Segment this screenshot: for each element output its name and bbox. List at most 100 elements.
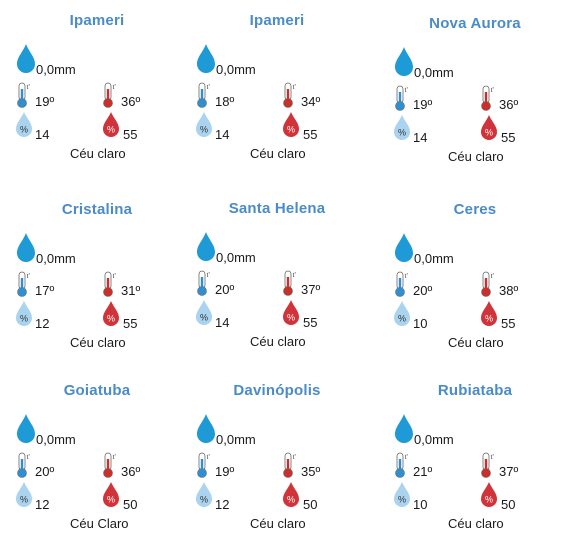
svg-text:t': t': [405, 453, 408, 461]
rain-amount: 0,0mm: [216, 250, 256, 265]
thermometer-cold-icon: t': [16, 271, 32, 297]
city-forecast-card: Ipameri 0,0mm t' 19º t' 36º % 14 % 55 Cé…: [16, 12, 182, 172]
thermometer-hot-icon: t': [282, 270, 298, 296]
temp-min: 18º: [215, 94, 235, 109]
humidity-min: 14: [215, 127, 230, 142]
temp-min: 19º: [413, 97, 433, 112]
humidity-min: 10: [413, 316, 428, 331]
svg-text:t': t': [293, 453, 296, 461]
humidity-max: 55: [123, 127, 138, 142]
city-name: Ipameri: [249, 12, 305, 29]
svg-text:t': t': [293, 271, 296, 279]
thermometer-cold-icon: t': [16, 82, 32, 108]
humidity-low-icon: %: [195, 112, 213, 138]
raindrop-icon: [196, 232, 216, 262]
humidity-min: 14: [413, 130, 428, 145]
svg-text:t': t': [27, 83, 30, 91]
svg-text:%: %: [287, 495, 295, 505]
thermometer-hot-icon: t': [480, 271, 496, 297]
humidity-low-icon: %: [15, 482, 33, 508]
temp-min: 21º: [413, 464, 433, 479]
svg-text:t': t': [405, 86, 408, 94]
sky-condition: Céu claro: [70, 146, 126, 161]
svg-text:t': t': [27, 272, 30, 280]
svg-text:%: %: [485, 128, 493, 138]
humidity-high-icon: %: [102, 482, 120, 508]
sky-condition: Céu claro: [250, 334, 306, 349]
svg-text:t': t': [491, 272, 494, 280]
thermometer-cold-icon: t': [196, 452, 212, 478]
raindrop-icon: [394, 233, 414, 263]
city-forecast-card: Nova Aurora 0,0mm t' 19º t' 36º % 14 % 5…: [394, 15, 560, 175]
temp-min: 20º: [215, 282, 235, 297]
humidity-high-icon: %: [282, 112, 300, 138]
thermometer-cold-icon: t': [394, 271, 410, 297]
humidity-min: 12: [35, 497, 50, 512]
temp-min: 19º: [35, 94, 55, 109]
svg-text:%: %: [20, 495, 28, 505]
thermometer-hot-icon: t': [282, 452, 298, 478]
svg-text:%: %: [398, 495, 406, 505]
thermometer-hot-icon: t': [102, 452, 118, 478]
thermometer-cold-icon: t': [196, 270, 212, 296]
raindrop-icon: [394, 47, 414, 77]
city-forecast-card: Rubiataba 0,0mm t' 21º t' 37º % 10 % 50 …: [394, 382, 560, 542]
humidity-max: 55: [123, 316, 138, 331]
thermometer-cold-icon: t': [196, 82, 212, 108]
svg-text:%: %: [20, 314, 28, 324]
svg-text:t': t': [113, 453, 116, 461]
sky-condition: Céu claro: [448, 516, 504, 531]
temp-max: 36º: [499, 97, 519, 112]
temp-min: 17º: [35, 283, 55, 298]
svg-text:%: %: [107, 314, 115, 324]
svg-text:%: %: [200, 125, 208, 135]
humidity-max: 55: [501, 130, 516, 145]
temp-min: 20º: [413, 283, 433, 298]
sky-condition: Céu claro: [448, 335, 504, 350]
svg-text:t': t': [27, 453, 30, 461]
svg-text:%: %: [107, 495, 115, 505]
humidity-high-icon: %: [480, 115, 498, 141]
svg-text:t': t': [293, 83, 296, 91]
sky-condition: Céu claro: [70, 335, 126, 350]
svg-text:%: %: [20, 125, 28, 135]
city-forecast-card: Santa Helena 0,0mm t' 20º t' 37º % 14 % …: [196, 200, 362, 360]
humidity-low-icon: %: [393, 482, 411, 508]
humidity-min: 12: [215, 497, 230, 512]
raindrop-icon: [394, 414, 414, 444]
rain-amount: 0,0mm: [414, 432, 454, 447]
sky-condition: Céu claro: [448, 149, 504, 164]
svg-text:%: %: [398, 314, 406, 324]
rain-amount: 0,0mm: [36, 62, 76, 77]
raindrop-icon: [16, 414, 36, 444]
thermometer-cold-icon: t': [16, 452, 32, 478]
city-forecast-card: Davinópolis 0,0mm t' 19º t' 35º % 12 % 5…: [196, 382, 362, 542]
sky-condition: Céu claro: [250, 146, 306, 161]
thermometer-hot-icon: t': [480, 85, 496, 111]
rain-amount: 0,0mm: [414, 65, 454, 80]
humidity-max: 55: [303, 315, 318, 330]
temp-min: 20º: [35, 464, 55, 479]
temp-max: 37º: [301, 282, 321, 297]
humidity-low-icon: %: [393, 115, 411, 141]
city-name: Ipameri: [69, 12, 125, 29]
thermometer-cold-icon: t': [394, 452, 410, 478]
svg-text:%: %: [107, 125, 115, 135]
sky-condition: Céu Claro: [70, 516, 129, 531]
humidity-max: 50: [123, 497, 138, 512]
city-name: Rubiataba: [437, 382, 513, 399]
svg-text:%: %: [398, 128, 406, 138]
thermometer-hot-icon: t': [102, 271, 118, 297]
temp-max: 38º: [499, 283, 519, 298]
city-name: Nova Aurora: [429, 15, 521, 32]
humidity-min: 14: [35, 127, 50, 142]
temp-max: 35º: [301, 464, 321, 479]
svg-text:t': t': [207, 271, 210, 279]
humidity-high-icon: %: [480, 301, 498, 327]
thermometer-hot-icon: t': [480, 452, 496, 478]
city-forecast-card: Cristalina 0,0mm t' 17º t' 31º % 12 % 55…: [16, 201, 182, 361]
humidity-min: 14: [215, 315, 230, 330]
svg-text:t': t': [113, 83, 116, 91]
svg-text:%: %: [287, 313, 295, 323]
svg-text:%: %: [485, 314, 493, 324]
